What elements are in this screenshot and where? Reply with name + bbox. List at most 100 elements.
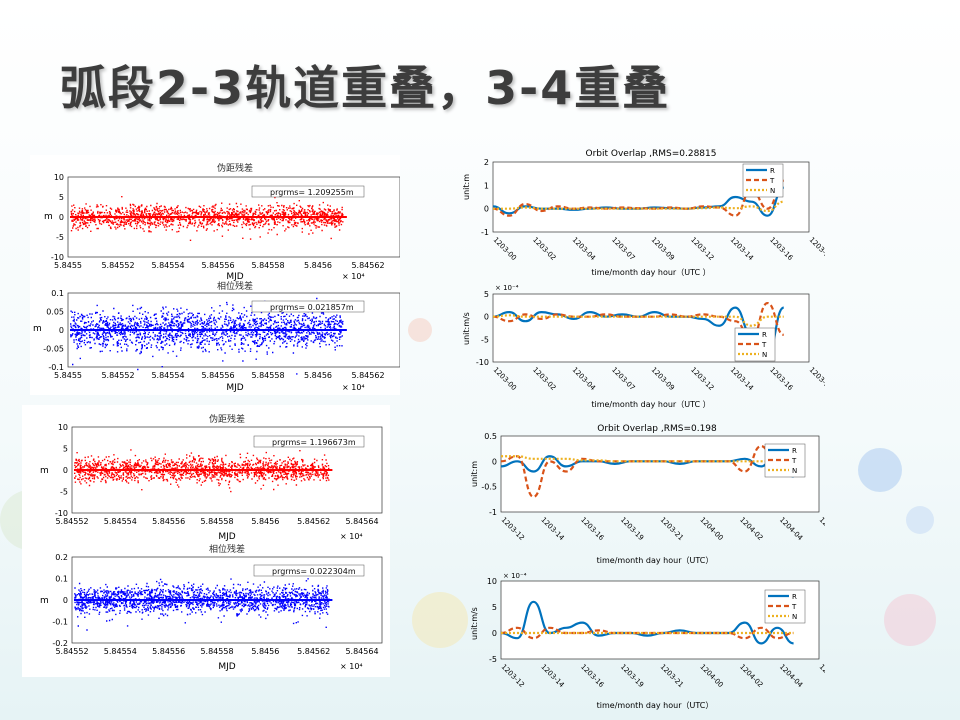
x-tick-label: 5.84552 [55, 517, 88, 526]
x-tick-label: 1204-07 [818, 663, 825, 689]
legend-label: N [792, 613, 797, 621]
exponent-label: × 10⁴ [342, 272, 365, 281]
y-tick-label: -5 [481, 335, 489, 344]
y-ticks: 10 5 0 -5 -10 [51, 173, 64, 262]
y-axis-label: m [40, 466, 49, 476]
series-line-N [493, 200, 784, 213]
x-tick-label: 5.84558 [251, 261, 284, 270]
chart-title: Orbit Overlap ,RMS=0.198 [597, 424, 717, 434]
y-tick-label: -10 [55, 509, 68, 518]
plot-scatter-blue [70, 297, 347, 375]
x-tick-label: 1203-19 [808, 366, 825, 392]
y-tick-label: 0 [484, 313, 489, 322]
x-tick-label: 1203-04 [571, 236, 598, 263]
line-plot [492, 301, 785, 355]
y-tick-label: -5 [56, 233, 64, 242]
y-tick-label: -0.5 [481, 483, 497, 492]
legend: RTN [742, 163, 784, 198]
y-tick-label: -1 [481, 228, 489, 237]
y-tick-label: -0.05 [43, 345, 64, 354]
x-axis-label: time/month day hour（UTC ） [591, 268, 710, 277]
plot-scatter-red [74, 449, 333, 493]
flower-decoration [858, 448, 902, 492]
x-tick-label: 5.84556 [152, 517, 185, 526]
legend-label: R [792, 447, 797, 455]
exponent-label: × 10⁴ [340, 532, 363, 541]
slide-title: 弧段2-3轨道重叠，3-4重叠 [60, 61, 671, 115]
y-tick-label: 0 [59, 213, 64, 222]
x-tick-label: 1204-07 [818, 516, 825, 542]
legend: RTN [734, 327, 776, 362]
x-tick-label: 5.84562 [351, 261, 384, 270]
legend-label: prgrms= 0.021857m [270, 303, 354, 312]
legend-label: T [791, 457, 797, 465]
y-tick-label: -10 [51, 253, 64, 262]
x-ticks: 1203-12 1203-14 1203-16 1203-19 1203-21 1204-… [500, 663, 825, 690]
x-tick-label: 5.84558 [251, 371, 284, 380]
y-tick-label: 0 [59, 326, 64, 335]
chart-title: 相位残差 [209, 543, 245, 555]
line-plot [500, 445, 794, 498]
chart-title: 伪距残差 [217, 162, 253, 174]
series-line-T [500, 626, 794, 640]
x-ticks: 5.84552 5.84554 5.84556 5.84558 5.8456 5.8456… [55, 647, 378, 656]
x-tick-label: 1203-00 [492, 236, 518, 262]
x-tick-label: 1204-02 [738, 516, 764, 542]
y-tick-label: 10 [487, 577, 497, 586]
y-tick-label: 0 [63, 466, 68, 475]
y-tick-label: 0 [492, 457, 497, 466]
y-tick-label: 0.05 [46, 308, 64, 317]
legend-label: T [791, 603, 797, 611]
y-tick-label: 10 [58, 423, 68, 432]
legend-label: N [792, 467, 797, 475]
legend: RTN [764, 443, 806, 478]
x-tick-label: 1203-19 [619, 516, 645, 542]
y-tick-label: 5 [63, 445, 68, 454]
series-line-N [492, 314, 784, 327]
x-ticks: 1203-00 1203-02 1203-04 1203-07 1203-09 1203-… [492, 236, 825, 263]
x-tick-label: 5.8456 [251, 647, 279, 656]
y-tick-label: -0.1 [48, 363, 64, 372]
x-tick-label: 5.84556 [201, 261, 234, 270]
x-tick-label: 5.8456 [251, 517, 279, 526]
x-tick-label: 1203-09 [650, 366, 676, 392]
y-axis-label: unit:m [462, 174, 471, 200]
x-tick-label: 5.84564 [345, 517, 378, 526]
x-tick-label: 5.84554 [151, 371, 184, 380]
y-tick-label: 0.5 [484, 432, 497, 441]
y-ticks: 0.5 0 -0.5 -1 [481, 432, 497, 517]
y-tick-label: 1 [484, 181, 489, 190]
legend-box: prgrms= 1.209255m [251, 185, 365, 198]
x-tick-label: 1203-02 [531, 366, 557, 392]
x-axis-label: MJD [218, 532, 235, 542]
exponent-label: × 10⁻⁴ [495, 284, 519, 292]
left-bottom-panel: 伪距残差 prgrms= 1.196673m 10 5 0 -5 -10 5.84552… [22, 405, 390, 677]
chart-title: 相位残差 [217, 280, 253, 292]
y-axis-label: unit:m/s [462, 312, 471, 345]
y-axis-label: unit:m/s [470, 607, 479, 640]
x-tick-label: 1204-04 [778, 663, 805, 690]
series-line-T [500, 445, 794, 498]
x-tick-label: 1203-16 [579, 663, 606, 690]
exponent-label: × 10⁻⁴ [503, 572, 527, 580]
y-tick-label: 5 [59, 193, 64, 202]
x-axis-label: MJD [226, 272, 243, 282]
x-tick-label: 1203-02 [531, 236, 557, 262]
x-tick-label: 1203-21 [659, 516, 685, 542]
x-axis-label: time/month day hour（UTC ） [591, 400, 710, 409]
x-ticks: 5.84552 5.84554 5.84556 5.84558 5.8456 5.8456… [55, 517, 378, 526]
x-tick-label: 5.8456 [304, 261, 332, 270]
y-ticks: 10 5 0 -5 -10 [55, 423, 68, 518]
x-tick-label: 5.84562 [351, 371, 384, 380]
x-tick-label: 5.84552 [101, 371, 134, 380]
y-tick-label: -1 [489, 508, 497, 517]
flower-decoration [412, 592, 468, 648]
y-tick-label: 10 [54, 173, 64, 182]
legend-label: N [770, 187, 775, 195]
x-ticks: 1203-00 1203-02 1203-04 1203-07 1203-09 1203-… [492, 366, 825, 393]
y-ticks: 5 0 -5 -10 [476, 290, 489, 367]
x-tick-label: 1203-12 [500, 663, 526, 689]
y-tick-label: -5 [60, 488, 68, 497]
x-tick-label: 1203-12 [500, 516, 526, 542]
legend-label: R [770, 167, 775, 175]
